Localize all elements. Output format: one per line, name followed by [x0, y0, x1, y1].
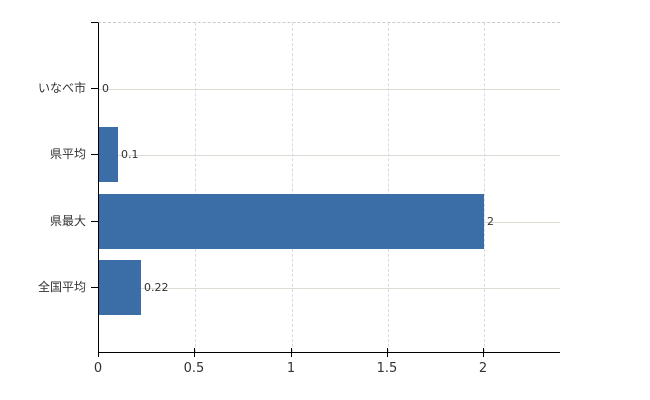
- x-axis-tick-label: 1: [286, 361, 296, 376]
- horizontal-gridline: [99, 155, 560, 156]
- bar: [99, 194, 484, 249]
- category-label: 全国平均: [37, 280, 86, 294]
- value-label: 2: [487, 215, 494, 228]
- bar: [99, 260, 141, 315]
- vertical-gridline: [484, 23, 485, 352]
- category-label: 県平均: [49, 147, 86, 161]
- y-axis-top-tick: [91, 22, 98, 23]
- vertical-gridline: [292, 23, 293, 352]
- x-axis-tick: [194, 348, 195, 357]
- y-axis-tick: [91, 221, 98, 222]
- x-axis-tick-label: 0: [93, 361, 103, 376]
- x-axis-tick: [98, 348, 99, 357]
- plot-area: [98, 22, 560, 353]
- y-axis-tick: [91, 88, 98, 89]
- value-label: 0.1: [121, 148, 139, 161]
- x-axis-tick-label: 1.5: [376, 361, 398, 376]
- x-axis-tick-label: 0.5: [183, 361, 205, 376]
- x-axis-tick: [483, 348, 484, 357]
- x-axis-tick: [291, 348, 292, 357]
- y-axis-tick: [91, 287, 98, 288]
- category-label: 県最大: [49, 214, 86, 228]
- bar: [99, 127, 118, 182]
- y-axis-tick: [91, 154, 98, 155]
- category-label: いなべ市: [37, 81, 86, 95]
- value-label: 0.22: [144, 281, 169, 294]
- horizontal-gridline: [99, 89, 560, 90]
- x-axis-tick-label: 2: [478, 361, 488, 376]
- x-axis-tick: [387, 348, 388, 357]
- value-label: 0: [102, 82, 109, 95]
- vertical-gridline: [195, 23, 196, 352]
- horizontal-gridline: [99, 288, 560, 289]
- vertical-gridline: [388, 23, 389, 352]
